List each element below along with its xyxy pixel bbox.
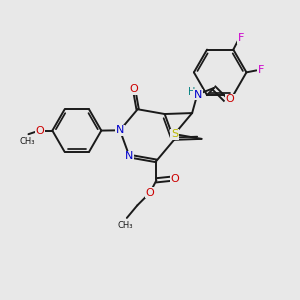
Text: F: F <box>238 33 244 43</box>
Text: O: O <box>171 174 180 184</box>
Text: O: O <box>35 126 44 136</box>
Text: N: N <box>116 125 124 135</box>
Text: N: N <box>125 151 134 161</box>
Text: N: N <box>194 90 202 100</box>
Text: O: O <box>146 188 154 198</box>
Text: F: F <box>257 65 264 75</box>
Text: O: O <box>225 94 234 104</box>
Text: H: H <box>188 87 195 97</box>
Text: CH₃: CH₃ <box>19 137 35 146</box>
Text: CH₃: CH₃ <box>118 221 133 230</box>
Text: S: S <box>171 129 178 139</box>
Text: O: O <box>129 85 138 94</box>
